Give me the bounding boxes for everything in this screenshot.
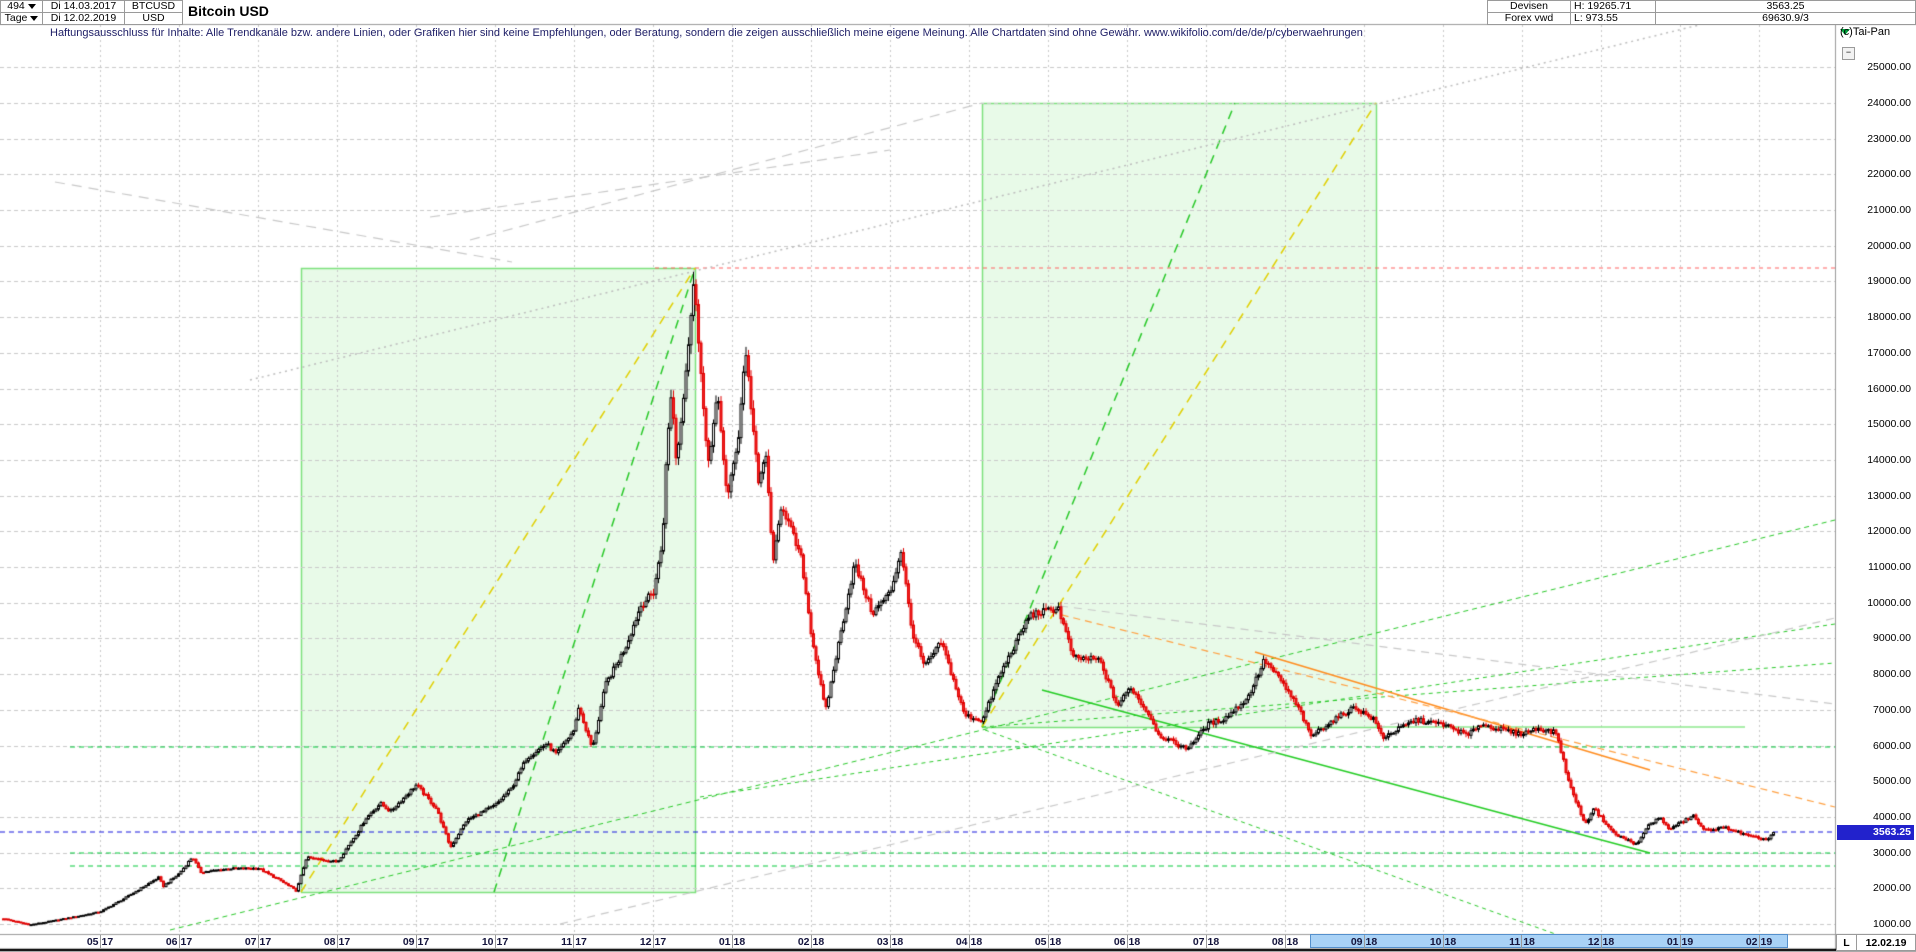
low-marker-cell: L [1836, 934, 1857, 951]
y-axis-tick-label: 12000.00 [1867, 525, 1911, 538]
page-title: Bitcoin USD [188, 3, 269, 19]
x-axis-month-label: 02 19 [1745, 935, 1773, 948]
y-axis-tick-label: 11000.00 [1867, 561, 1911, 573]
x-axis-month-label: 10 17 [481, 935, 509, 948]
x-axis-month-label: 04 18 [955, 935, 983, 948]
high-value: H: 19265.71 [1574, 0, 1632, 12]
date-to-value: Di 12.02.2019 [50, 12, 117, 24]
x-axis-month-label: 07 18 [1192, 935, 1220, 948]
y-axis-tick-label: 20000.00 [1867, 239, 1911, 252]
y-axis-tick-label: 24000.00 [1867, 96, 1911, 109]
volume-cell: 69630.9/3 [1655, 12, 1916, 25]
date-from-value: Di 14.03.2017 [50, 0, 117, 12]
x-axis-month-label: 02 18 [797, 935, 825, 948]
chevron-down-icon [27, 4, 36, 9]
currency-cell: USD [124, 12, 183, 25]
y-axis-tick-label: 10000.00 [1867, 596, 1911, 609]
x-axis-month-label: 12 17 [639, 935, 667, 948]
y-axis-tick-label: 23000.00 [1867, 132, 1911, 145]
symbol-value: BTCUSD [131, 0, 176, 12]
low-value: L: 973.55 [1574, 12, 1618, 24]
x-axis-month-label: 06 18 [1113, 935, 1141, 948]
x-axis-month-label: 07 17 [244, 935, 272, 948]
period-value: Tage [4, 12, 28, 24]
currency-value: USD [142, 12, 165, 24]
chevron-down-icon [30, 16, 39, 21]
disclaimer-text: Haftungsausschluss für Inhalte: Alle Tre… [50, 27, 1363, 39]
period-dropdown[interactable]: Tage [0, 12, 43, 25]
feed-value: Forex vwd [1504, 12, 1554, 24]
y-axis-tick-label: 18000.00 [1867, 311, 1911, 324]
last-price-value: 3563.25 [1766, 0, 1805, 12]
y-axis-tick-label: 17000.00 [1867, 346, 1911, 359]
y-axis-tick-label: 25000.00 [1867, 61, 1911, 74]
x-axis-month-label: 06 17 [165, 935, 193, 948]
x-axis-month-label: 12 18 [1587, 935, 1615, 948]
feed-cell: Forex vwd [1487, 12, 1571, 25]
y-axis-tick-label: 6000.00 [1873, 739, 1911, 752]
x-axis-month-label: 09 17 [402, 935, 430, 948]
x-axis-month-label: 11 18 [1509, 935, 1535, 948]
date-to-cell[interactable]: Di 12.02.2019 [42, 12, 125, 25]
price-direction-down-icon [1840, 29, 1850, 35]
y-axis-tick-label: 13000.00 [1867, 489, 1911, 502]
y-axis-tick-label: 8000.00 [1873, 668, 1911, 681]
y-axis-tick-label: 14000.00 [1867, 453, 1911, 466]
x-axis-month-label: 11 17 [561, 935, 587, 948]
y-axis-tick-label: 21000.00 [1867, 204, 1911, 216]
y-axis-tick-label: 1000.00 [1873, 918, 1911, 930]
y-axis-tick-label: 5000.00 [1873, 775, 1911, 788]
x-axis-month-label: 05 17 [86, 935, 114, 948]
y-axis-tick-label: 22000.00 [1867, 168, 1911, 181]
x-axis-selection-highlight[interactable] [1310, 934, 1788, 948]
x-axis-month-label: 08 17 [323, 935, 351, 948]
y-axis-tick-label: 7000.00 [1873, 703, 1911, 716]
collapse-axis-button[interactable]: − [1842, 47, 1855, 60]
market-value: Devisen [1510, 0, 1548, 12]
last-date-cell: 12.02.19 [1856, 934, 1916, 951]
low-cell: L: 973.55 [1570, 12, 1656, 25]
y-axis-tick-label: 4000.00 [1873, 810, 1911, 823]
volume-value: 69630.9/3 [1762, 12, 1809, 24]
x-axis-month-label: 01 18 [718, 935, 746, 948]
y-axis-tick-label: 2000.00 [1873, 882, 1911, 895]
y-axis-tick-label: 15000.00 [1867, 418, 1911, 431]
x-axis-month-label: 05 18 [1034, 935, 1062, 948]
x-axis-month-label: 09 18 [1350, 935, 1378, 948]
last-price-tag: 3563.25 [1837, 825, 1914, 840]
copyright-label: (c)Tai-Pan [1840, 26, 1891, 38]
x-axis-month-label: 03 18 [876, 935, 904, 948]
y-axis-tick-label: 16000.00 [1867, 382, 1911, 395]
x-axis-month-label: 10 18 [1429, 935, 1457, 948]
x-axis-month-label: 01 19 [1666, 935, 1694, 948]
y-axis-tick-label: 9000.00 [1873, 632, 1911, 645]
y-axis-tick-label: 19000.00 [1867, 275, 1911, 288]
bars-count-value: 494 [7, 0, 25, 12]
x-axis-month-label: 08 18 [1271, 935, 1299, 948]
y-axis-tick-label: 3000.00 [1873, 846, 1911, 859]
